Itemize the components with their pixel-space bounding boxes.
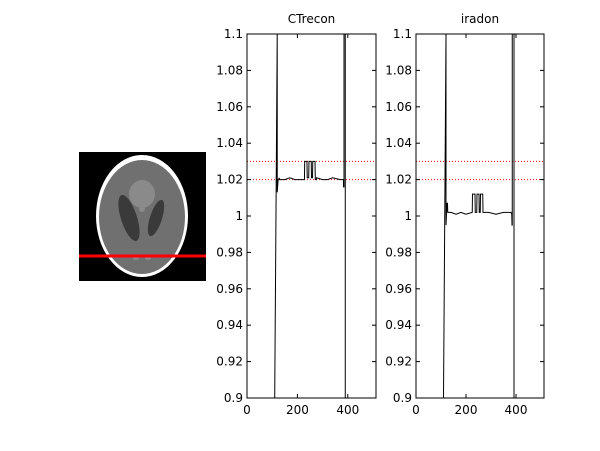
phantom-small-dot-1 <box>139 206 145 212</box>
y-tick-label: 1.06 <box>216 100 243 114</box>
chart-iradon: 0.9 0.92 0.94 0.96 0.98 1 1.02 1.04 1.06 1.08 1.1 0… <box>385 12 545 417</box>
y-tick-label: 1.04 <box>216 136 243 150</box>
phantom-image <box>79 152 206 281</box>
y-tick-label: 1.08 <box>216 63 243 77</box>
y-tick-label: 0.92 <box>385 355 412 369</box>
y-tick-label: 1.04 <box>385 136 412 150</box>
y-tick-label: 0.94 <box>216 318 243 332</box>
x-tick-label: 0 <box>412 403 420 417</box>
x-tick-label: 200 <box>286 403 309 417</box>
phantom-body <box>99 160 185 274</box>
chart-ctrecon: 0.9 0.92 0.94 0.96 0.98 1 1.02 1.04 1.06 1.08 1.1 0… <box>216 12 377 417</box>
y-tick-label: 0.94 <box>385 318 412 332</box>
x-tick-label: 400 <box>336 403 359 417</box>
y-tick-label: 1.02 <box>216 173 243 187</box>
y-tick-label: 1.08 <box>385 63 412 77</box>
x-tick-label: 0 <box>243 403 251 417</box>
x-tick-label: 200 <box>455 403 478 417</box>
y-tick-label: 0.96 <box>385 282 412 296</box>
y-tick-label: 1.1 <box>224 27 243 41</box>
x-tick-label: 400 <box>505 403 528 417</box>
y-tick-label: 1.06 <box>385 100 412 114</box>
y-tick-label: 0.98 <box>216 245 243 259</box>
series-line <box>274 33 346 399</box>
y-tick-label: 0.9 <box>224 391 243 405</box>
chart-title: CTrecon <box>288 12 336 26</box>
y-tick-label: 1 <box>235 209 243 223</box>
y-tick-label: 0.92 <box>216 355 243 369</box>
phantom-upper-blob <box>129 180 155 208</box>
chart-title: iradon <box>461 12 499 26</box>
y-tick-label: 1.1 <box>393 27 412 41</box>
plot-area <box>247 34 376 398</box>
series-line <box>443 33 515 399</box>
plot-area <box>416 34 544 398</box>
y-tick-label: 0.96 <box>216 282 243 296</box>
y-tick-label: 0.98 <box>385 245 412 259</box>
y-tick-label: 1.02 <box>385 173 412 187</box>
y-tick-label: 1 <box>404 209 412 223</box>
y-tick-label: 0.9 <box>393 391 412 405</box>
phantom-left-ellipse <box>118 195 140 241</box>
phantom-right-ellipse <box>147 199 165 237</box>
